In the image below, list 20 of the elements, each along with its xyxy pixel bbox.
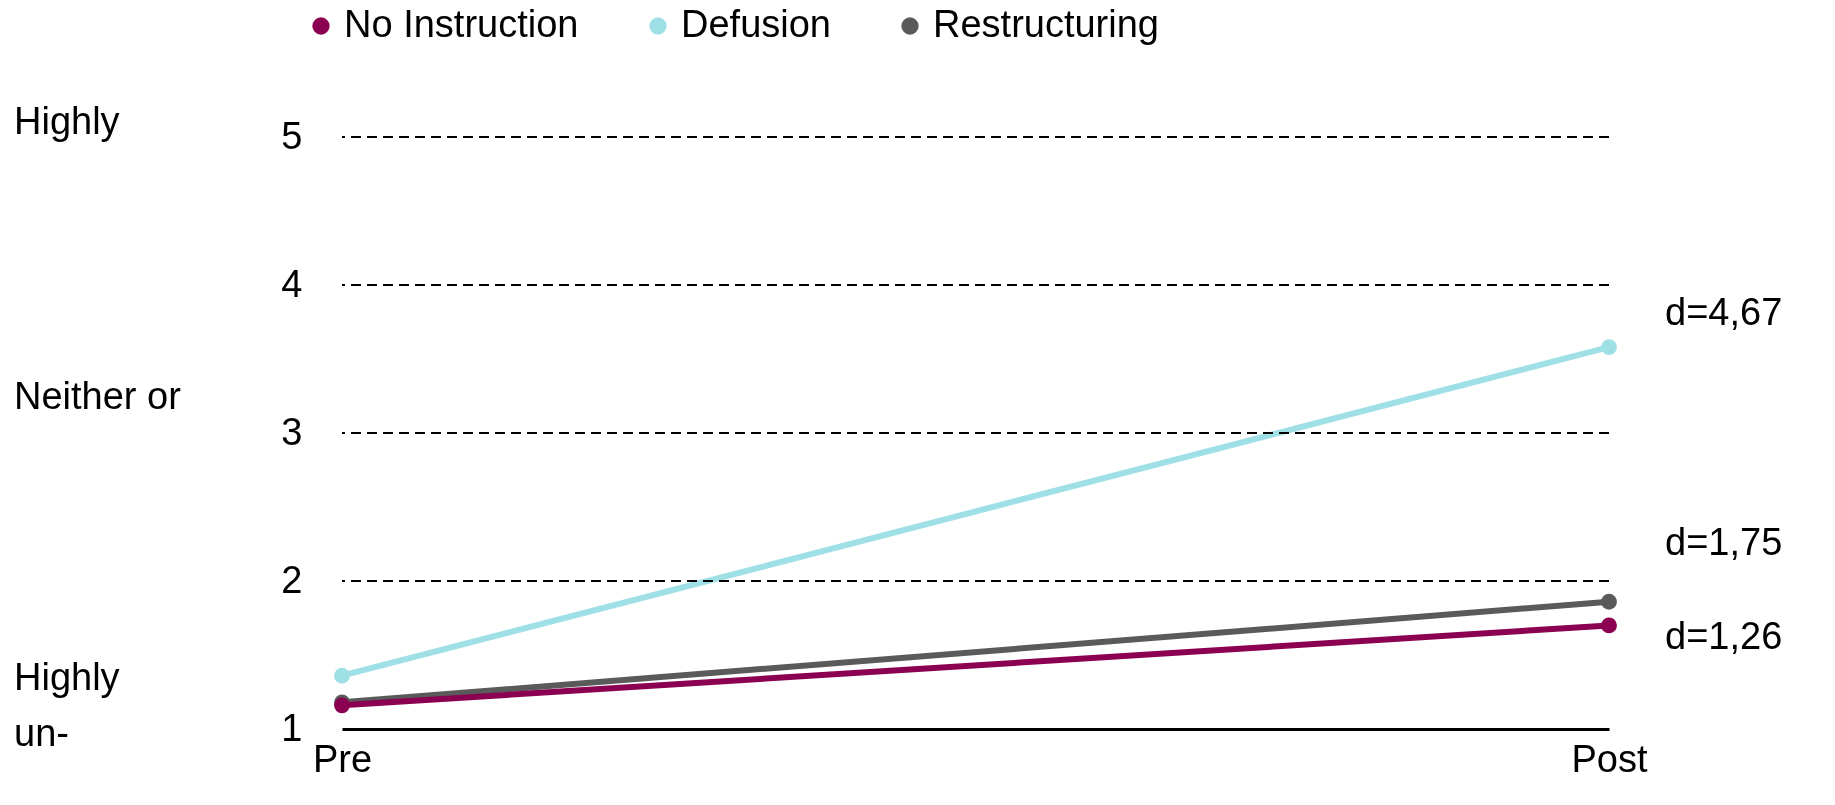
y-tick-label: 2 bbox=[281, 558, 303, 601]
point bbox=[1601, 617, 1617, 634]
point bbox=[1601, 339, 1617, 356]
legend-label: Restructuring bbox=[933, 3, 1159, 45]
annotation: d=1,26 bbox=[1665, 615, 1783, 657]
y-tick-label: 4 bbox=[281, 262, 303, 305]
x-tick-label: Pre bbox=[312, 737, 373, 780]
annotation: Highly bbox=[14, 100, 120, 142]
x-tick-label: Post bbox=[1571, 737, 1648, 780]
legend-label: No Instruction bbox=[344, 3, 579, 45]
point bbox=[334, 667, 350, 684]
y-tick-label: 3 bbox=[281, 410, 303, 453]
annotation: Neither or bbox=[14, 375, 182, 417]
y-tick-label: 1 bbox=[281, 706, 303, 749]
annotation: d=1,75 bbox=[1665, 521, 1783, 563]
annotation: d=4,67 bbox=[1665, 291, 1783, 333]
point bbox=[1601, 593, 1617, 610]
annotation: Highly un- bbox=[14, 656, 120, 754]
y-tick-label: 5 bbox=[281, 114, 303, 157]
legend-label: Defusion bbox=[681, 3, 831, 45]
